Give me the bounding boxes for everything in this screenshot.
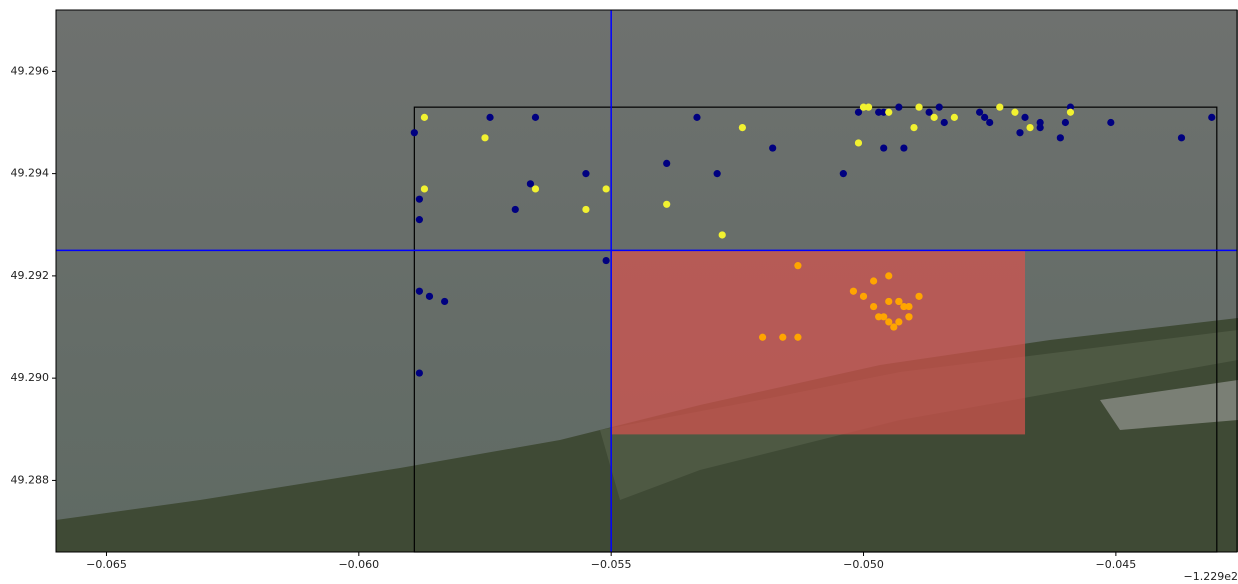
data-point: [416, 369, 423, 376]
data-point: [885, 109, 892, 116]
data-point: [603, 185, 610, 192]
data-point: [850, 288, 857, 295]
data-point: [865, 104, 872, 111]
data-point: [794, 262, 801, 269]
data-point: [976, 109, 983, 116]
data-point: [870, 277, 877, 284]
data-point: [663, 201, 670, 208]
data-point: [931, 114, 938, 121]
data-point: [719, 231, 726, 238]
data-point: [905, 313, 912, 320]
data-point: [603, 257, 610, 264]
x-tick-label: −0.060: [338, 558, 379, 571]
data-point: [421, 114, 428, 121]
data-point: [779, 334, 786, 341]
data-point: [693, 114, 700, 121]
data-point: [936, 104, 943, 111]
data-point: [895, 318, 902, 325]
data-point: [1067, 109, 1074, 116]
y-tick-label: 49.292: [11, 269, 50, 282]
x-offset-label: −1.229e2: [1184, 570, 1238, 583]
data-point: [582, 170, 589, 177]
data-point: [769, 144, 776, 151]
data-point: [951, 114, 958, 121]
data-point: [860, 293, 867, 300]
x-tick-label: −0.045: [1096, 558, 1137, 571]
data-point: [739, 124, 746, 131]
y-tick-label: 49.288: [11, 473, 50, 486]
data-point: [880, 313, 887, 320]
data-point: [512, 206, 519, 213]
data-point: [855, 109, 862, 116]
data-point: [532, 185, 539, 192]
data-point: [885, 318, 892, 325]
data-point: [915, 293, 922, 300]
data-point: [895, 298, 902, 305]
data-point: [885, 298, 892, 305]
data-point: [532, 114, 539, 121]
data-point: [905, 303, 912, 310]
data-point: [481, 134, 488, 141]
data-point: [416, 196, 423, 203]
data-point: [759, 334, 766, 341]
data-point: [941, 119, 948, 126]
data-point: [986, 119, 993, 126]
y-tick-label: 49.296: [11, 64, 50, 77]
data-point: [870, 303, 877, 310]
x-tick-label: −0.050: [843, 558, 884, 571]
data-point: [714, 170, 721, 177]
data-point: [880, 144, 887, 151]
y-tick-label: 49.294: [11, 167, 50, 180]
data-point: [1021, 114, 1028, 121]
data-point: [840, 170, 847, 177]
data-point: [486, 114, 493, 121]
data-point: [426, 293, 433, 300]
data-point: [527, 180, 534, 187]
data-point: [1107, 119, 1114, 126]
data-point: [421, 185, 428, 192]
data-point: [895, 104, 902, 111]
data-point: [910, 124, 917, 131]
data-point: [1208, 114, 1215, 121]
x-tick-label: −0.065: [86, 558, 127, 571]
data-point: [900, 144, 907, 151]
data-point: [1062, 119, 1069, 126]
x-tick-label: −0.055: [591, 558, 632, 571]
data-point: [416, 288, 423, 295]
data-point: [981, 114, 988, 121]
data-point: [416, 216, 423, 223]
data-point: [996, 104, 1003, 111]
data-point: [411, 129, 418, 136]
data-point: [1178, 134, 1185, 141]
data-point: [1026, 124, 1033, 131]
data-point: [1037, 124, 1044, 131]
data-point: [441, 298, 448, 305]
data-point: [915, 104, 922, 111]
data-point: [1011, 109, 1018, 116]
highlight-region: [611, 250, 1025, 434]
chart: −1.229e2 −0.065 −0.060 −0.055 −0.050 −0.045 4…: [0, 0, 1238, 584]
data-point: [885, 272, 892, 279]
data-point: [890, 323, 897, 330]
data-point: [926, 109, 933, 116]
data-point: [663, 160, 670, 167]
data-point: [582, 206, 589, 213]
data-point: [1057, 134, 1064, 141]
y-tick-label: 49.290: [11, 371, 50, 384]
data-point: [794, 334, 801, 341]
data-point: [1016, 129, 1023, 136]
data-point: [855, 139, 862, 146]
